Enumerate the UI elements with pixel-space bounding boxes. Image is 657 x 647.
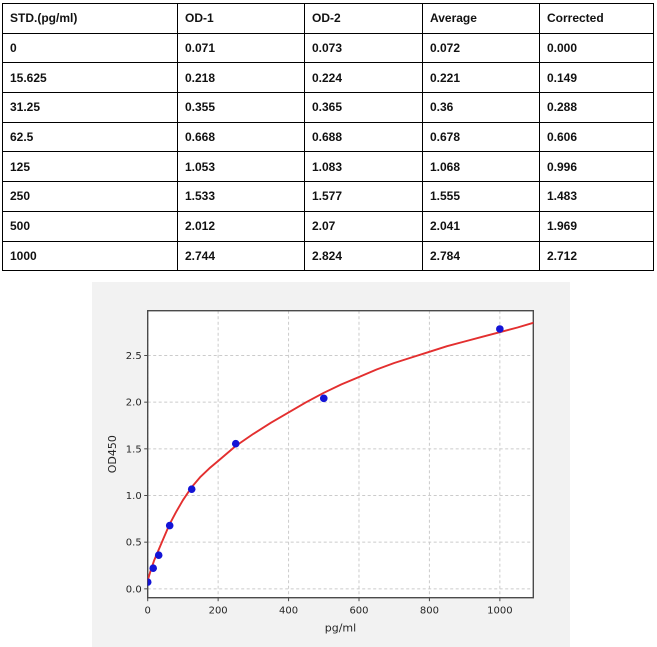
plot-frame — [147, 310, 535, 599]
table-header-row: STD.(pg/ml) OD-1 OD-2 Average Corrected — [2, 3, 654, 34]
table-cell: 15.625 — [2, 62, 178, 94]
x-axis-label: pg/ml — [325, 622, 356, 635]
y-axis-label: OD450 — [106, 435, 119, 473]
table-cell: 2.712 — [539, 240, 654, 272]
table-cell: 62.5 — [2, 121, 178, 153]
table-row: 125 1.053 1.083 1.068 0.996 — [2, 151, 654, 183]
chart-figure: 0 200 400 600 800 1000 0.0 0.5 1.0 1.5 2.0 2.5 pg/ml… — [92, 282, 570, 647]
table-body: 0 0.071 0.073 0.072 0.000 15.625 0.218 0.224 0.2… — [2, 32, 654, 272]
table-cell: 125 — [2, 151, 178, 183]
x-tick-label: 800 — [420, 606, 439, 617]
table-cell: 1.555 — [422, 181, 540, 212]
table-cell: 2.824 — [304, 240, 423, 272]
x-tick-label: 0 — [145, 606, 151, 617]
table-cell: 1.533 — [177, 181, 305, 212]
header-cell: STD.(pg/ml) — [2, 3, 178, 34]
data-point — [147, 578, 152, 586]
table-cell: 0 — [2, 32, 178, 64]
y-tick-label: 0.5 — [126, 538, 142, 549]
table-cell: 1.083 — [304, 151, 423, 183]
plot-area — [147, 310, 534, 598]
data-point — [187, 485, 196, 493]
standard-curve-chart: 0 200 400 600 800 1000 0.0 0.5 1.0 1.5 2.0 2.5 pg/ml… — [106, 310, 535, 635]
x-tick-label: 200 — [209, 606, 228, 617]
table-cell: 0.365 — [304, 92, 423, 123]
table-cell: 0.678 — [422, 121, 540, 153]
table-cell: 0.688 — [304, 121, 423, 153]
table-cell: 0.224 — [304, 62, 423, 94]
table-cell: 0.071 — [177, 32, 305, 64]
table-cell: 0.221 — [422, 62, 540, 94]
x-tick-label: 600 — [349, 606, 368, 617]
data-point — [154, 551, 163, 560]
table-cell: 0.000 — [539, 32, 654, 64]
table-row: 31.25 0.355 0.365 0.36 0.288 — [2, 92, 654, 123]
table-cell: 2.07 — [304, 210, 423, 242]
header-cell: Average — [422, 3, 540, 34]
x-tick-label: 1000 — [487, 606, 512, 617]
table-cell: 500 — [2, 210, 178, 242]
y-tick-label: 2.5 — [126, 351, 142, 362]
header-cell: Corrected — [539, 3, 654, 34]
table-row: 1000 2.744 2.824 2.784 2.712 — [2, 240, 654, 272]
table-cell: 1.577 — [304, 181, 423, 212]
table-cell: 0.355 — [177, 92, 305, 123]
table-cell: 0.36 — [422, 92, 540, 123]
table-cell: 0.073 — [304, 32, 423, 64]
table-cell: 0.668 — [177, 121, 305, 153]
table-cell: 0.996 — [539, 151, 654, 183]
table-cell: 0.072 — [422, 32, 540, 64]
y-tick-label: 1.0 — [126, 491, 142, 502]
data-point — [319, 394, 328, 403]
y-tick-label: 1.5 — [126, 444, 142, 455]
table-cell: 1.068 — [422, 151, 540, 183]
table-cell: 250 — [2, 181, 178, 212]
data-point — [231, 439, 240, 448]
table-cell: 31.25 — [2, 92, 178, 123]
table-row: 0 0.071 0.073 0.072 0.000 — [2, 32, 654, 64]
table-cell: 2.784 — [422, 240, 540, 272]
table-cell: 2.041 — [422, 210, 540, 242]
header-cell: OD-1 — [177, 3, 305, 34]
table-cell: 0.606 — [539, 121, 654, 153]
table-cell: 2.744 — [177, 240, 305, 272]
table-row: 15.625 0.218 0.224 0.221 0.149 — [2, 62, 654, 94]
data-point — [496, 325, 504, 333]
x-tick-label: 400 — [279, 606, 298, 617]
header-cell: OD-2 — [304, 3, 423, 34]
standards-table: STD.(pg/ml) OD-1 OD-2 Average Corrected 0 0.0… — [2, 3, 654, 272]
table-cell: 1.053 — [177, 151, 305, 183]
table-cell: 0.218 — [177, 62, 305, 94]
y-tick-label: 0.0 — [126, 584, 142, 595]
y-tick-label: 2.0 — [126, 398, 142, 409]
table-cell: 0.149 — [539, 62, 654, 94]
table-cell: 1.483 — [539, 181, 654, 212]
table-cell: 1000 — [2, 240, 178, 272]
table-row: 250 1.533 1.577 1.555 1.483 — [2, 181, 654, 212]
data-point — [165, 521, 174, 530]
data-point — [149, 564, 158, 573]
table-row: 62.5 0.668 0.688 0.678 0.606 — [2, 121, 654, 153]
table-cell: 1.969 — [539, 210, 654, 242]
table-cell: 0.288 — [539, 92, 654, 123]
table-cell: 2.012 — [177, 210, 305, 242]
table-row: 500 2.012 2.07 2.041 1.969 — [2, 210, 654, 242]
